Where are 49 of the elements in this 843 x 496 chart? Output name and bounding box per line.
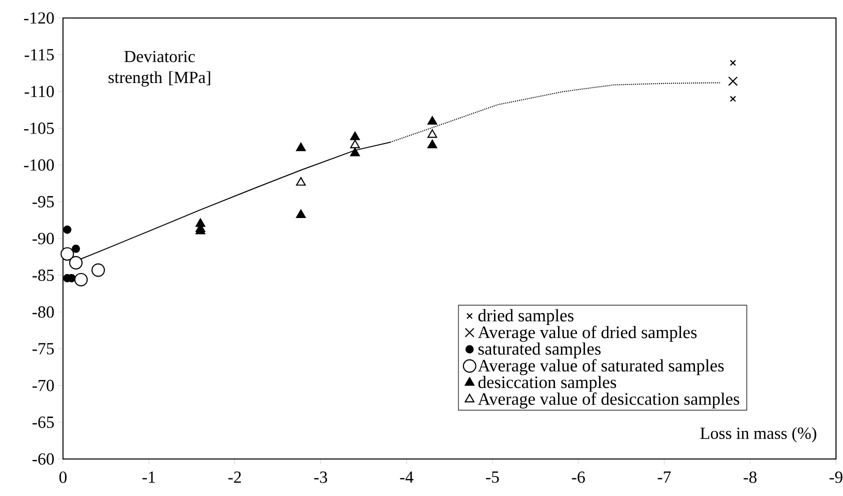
y-tick-label: -100	[24, 159, 54, 171]
legend-label: Average value of saturated samples	[478, 359, 724, 376]
legend-label: dried samples	[478, 309, 574, 325]
point	[69, 256, 83, 270]
y-tick-label: -120	[24, 12, 54, 24]
y-tick-label: -95	[32, 196, 54, 208]
point	[60, 247, 74, 261]
y-tick-label: -65	[32, 416, 54, 428]
y-tick-label: -75	[32, 343, 54, 354]
point	[730, 96, 736, 102]
legend-label: desiccation samples	[478, 376, 616, 392]
legend-label: Average value of dried samples	[478, 326, 697, 342]
point	[350, 140, 360, 148]
legend-label: Average value of desiccation samples	[478, 392, 740, 408]
x-tick-label: -5	[486, 472, 499, 483]
point	[730, 60, 736, 66]
point	[296, 209, 306, 218]
x-axis-title: Loss in mass (%)	[700, 427, 816, 442]
point	[427, 140, 438, 148]
y-tick-label: -80	[32, 306, 54, 318]
point	[427, 129, 438, 138]
x-tick-label: -7	[658, 472, 671, 483]
point	[296, 142, 306, 152]
x-tick-label: 0	[59, 472, 67, 483]
point	[427, 116, 438, 125]
y-tick-label: -105	[24, 122, 54, 134]
legend-label: saturated samples	[478, 342, 601, 358]
point	[63, 226, 72, 234]
point	[350, 148, 360, 156]
x-tick-label: -3	[314, 472, 328, 483]
x-tick-label: -9	[830, 472, 842, 483]
y-tick-label: -70	[32, 380, 54, 392]
y-tick-label: -115	[24, 49, 54, 60]
x-tick-label: -4	[400, 472, 414, 483]
point	[728, 76, 738, 86]
x-tick-label: -2	[228, 472, 241, 483]
point	[72, 244, 80, 253]
point	[296, 177, 306, 186]
point	[350, 132, 360, 140]
point	[91, 263, 105, 277]
y-tick-label: -110	[24, 86, 54, 98]
x-tick-label: -6	[572, 472, 585, 483]
point	[74, 272, 88, 286]
x-tick-label: -1	[142, 472, 155, 483]
y-axis-title: Deviatoric strength [MPa]	[108, 50, 210, 87]
y-tick-label: -85	[32, 270, 54, 281]
y-tick-label: -90	[32, 232, 54, 244]
y-tick-label: -60	[32, 453, 54, 465]
x-tick-label: -8	[744, 472, 757, 483]
